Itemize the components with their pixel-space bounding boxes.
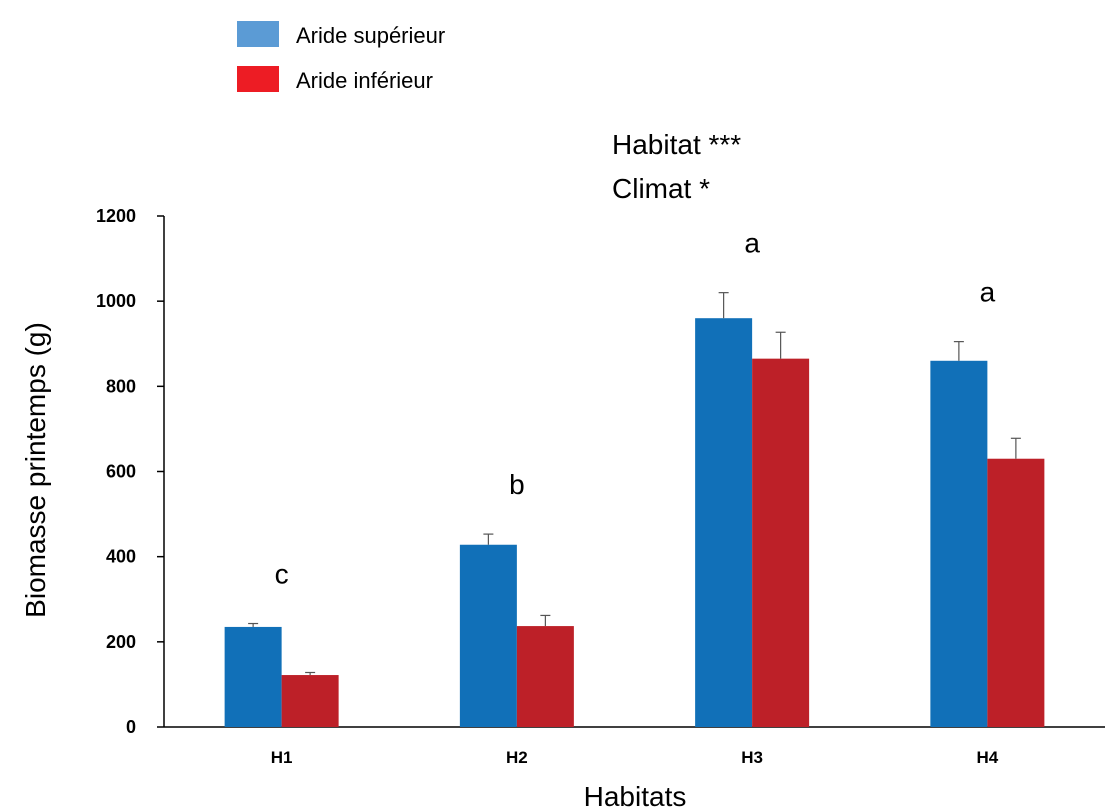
- x-tick-label-H1: H1: [271, 748, 293, 767]
- x-tick-label-H2: H2: [506, 748, 528, 767]
- bar-H3-series-0: [695, 318, 753, 727]
- x-tick-label-H3: H3: [741, 748, 763, 767]
- y-tick-label: 200: [106, 632, 136, 652]
- group-letter-H3: a: [744, 228, 760, 259]
- group-letters: c b a a: [275, 228, 996, 590]
- x-tick-labels: H1 H2 H3 H4: [271, 748, 999, 767]
- annotation-habitat: Habitat ***: [612, 129, 741, 160]
- legend-swatch-series-1: [237, 66, 279, 92]
- y-tick-label: 1000: [96, 291, 136, 311]
- y-tick-label: 400: [106, 547, 136, 567]
- bar-H1-series-1: [281, 675, 339, 727]
- bar-H1-series-0: [224, 626, 282, 727]
- group-letter-H2: b: [509, 469, 525, 500]
- legend: Aride supérieur Aride inférieur: [237, 21, 445, 93]
- legend-label-series-1: Aride inférieur: [296, 68, 433, 93]
- y-axis-title: Biomasse printemps (g): [20, 322, 51, 618]
- legend-swatch-series-0: [237, 21, 279, 47]
- y-tick-label: 600: [106, 462, 136, 482]
- legend-label-series-0: Aride supérieur: [296, 23, 445, 48]
- y-tick-label: 0: [126, 717, 136, 737]
- group-letter-H4: a: [980, 277, 996, 308]
- group-letter-H1: c: [275, 559, 289, 590]
- bar-H2-series-0: [459, 544, 517, 727]
- bar-H4-series-0: [930, 360, 988, 727]
- x-tick-label-H4: H4: [977, 748, 999, 767]
- annotation-climat: Climat *: [612, 173, 710, 204]
- y-ticks: 0 200 400 600 800 1000 1200: [96, 206, 164, 737]
- bars: [224, 292, 1045, 727]
- y-tick-label: 800: [106, 376, 136, 396]
- bar-H2-series-1: [516, 626, 574, 727]
- y-tick-label: 1200: [96, 206, 136, 226]
- bar-H4-series-1: [987, 458, 1045, 727]
- x-axis-title: Habitats: [584, 781, 687, 812]
- bar-H3-series-1: [752, 358, 810, 727]
